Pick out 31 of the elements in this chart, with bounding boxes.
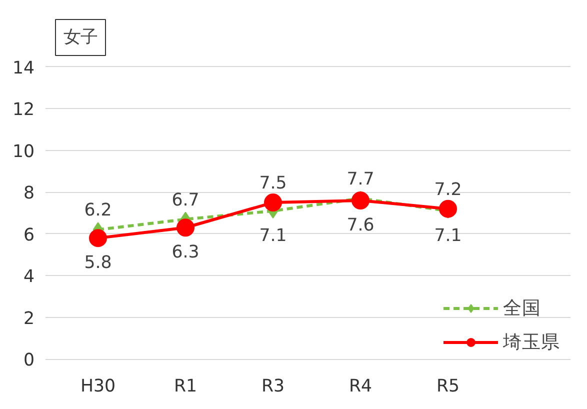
data-label: 6.2	[84, 200, 112, 221]
y-tick-label: 14	[12, 58, 35, 78]
point	[89, 229, 107, 248]
x-tick-label: R5	[436, 376, 460, 396]
point	[352, 191, 370, 210]
point	[264, 194, 282, 212]
y-tick-label: 0	[23, 350, 35, 371]
data-label: 7.1	[259, 226, 287, 246]
data-label: 6.3	[172, 242, 200, 263]
legend-label: 埼玉県	[503, 331, 560, 355]
data-label: 7.5	[259, 174, 287, 194]
y-tick-label: 2	[23, 308, 35, 329]
data-label: 7.6	[346, 215, 374, 236]
x-tick-label: H30	[80, 376, 116, 396]
chart-title: 女子	[64, 28, 98, 48]
y-tick-label: 8	[23, 184, 35, 204]
y-tick-label: 10	[12, 142, 35, 162]
y-tick-label: 12	[12, 100, 35, 120]
point	[439, 200, 457, 218]
legend-label: 全国	[503, 297, 541, 321]
data-label: 7.2	[434, 180, 462, 200]
y-tick-label: 6	[23, 225, 35, 246]
point	[176, 218, 194, 237]
x-tick-label: R4	[348, 376, 372, 396]
data-label: 6.7	[172, 190, 200, 210]
data-label: 7.1	[434, 226, 462, 246]
data-label: 7.7	[346, 169, 374, 190]
x-tick-label: R1	[174, 376, 198, 396]
x-tick-label: R3	[261, 376, 285, 396]
y-tick-label: 4	[23, 267, 35, 288]
data-label: 5.8	[84, 253, 112, 274]
